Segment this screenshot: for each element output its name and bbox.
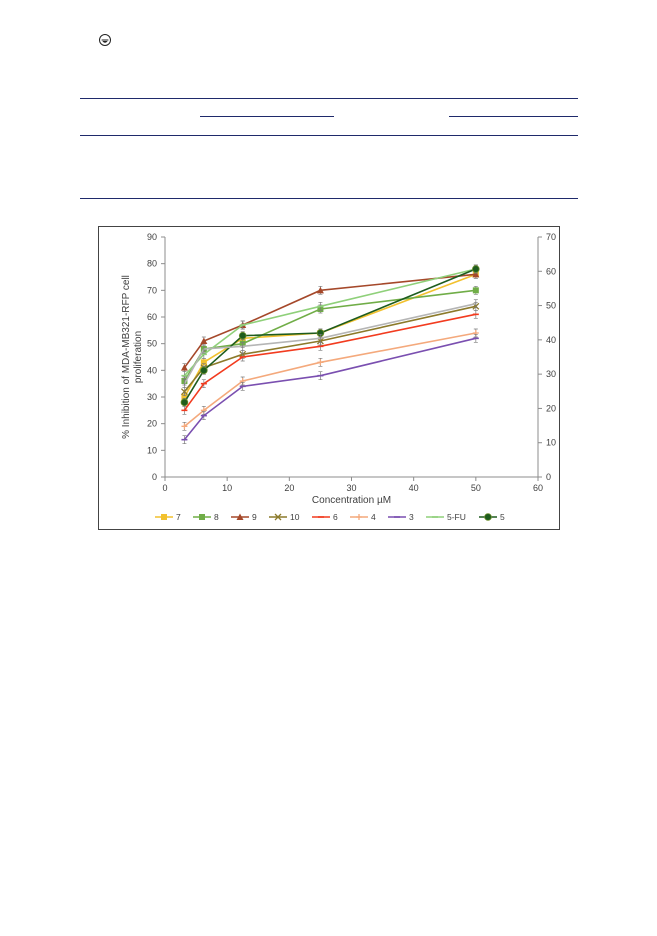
data-point <box>238 331 247 340</box>
y-tick-label: 90 <box>147 232 157 242</box>
x-tick-label: 20 <box>284 483 294 493</box>
y2-tick-label: 0 <box>546 472 551 482</box>
y2-tick-label: 70 <box>546 232 556 242</box>
data-point <box>200 366 208 375</box>
y-tick-label: 40 <box>147 365 157 375</box>
circle-mark-icon <box>99 34 111 46</box>
legend-label: 10 <box>290 512 300 522</box>
y2-tick-label: 20 <box>546 403 556 413</box>
header-rule-top <box>80 98 578 99</box>
legend-marker <box>199 514 205 520</box>
data-point <box>316 286 324 294</box>
error-bar <box>318 333 323 343</box>
data-point <box>472 265 480 273</box>
y-tick-label: 60 <box>147 312 157 322</box>
x-tick-label: 40 <box>409 483 419 493</box>
legend-marker <box>356 514 362 520</box>
data-point <box>472 287 479 294</box>
legend-label: 3 <box>409 512 414 522</box>
y2-tick-label: 40 <box>546 335 556 345</box>
y-tick-label: 0 <box>152 472 157 482</box>
legend-marker <box>484 513 492 521</box>
legend-label: 8 <box>214 512 219 522</box>
y-tick-label: 10 <box>147 445 157 455</box>
legend-label: 5 <box>500 512 505 522</box>
y2-tick-label: 50 <box>546 301 556 311</box>
y2-tick-label: 30 <box>546 369 556 379</box>
data-point <box>317 359 324 366</box>
data-point <box>180 398 189 407</box>
y-tick-label: 20 <box>147 419 157 429</box>
y-tick-label: 70 <box>147 285 157 295</box>
legend-label: 5-FU <box>447 512 466 522</box>
y-tick-label: 30 <box>147 392 157 402</box>
header-rule-short-right <box>449 116 578 117</box>
error-bar <box>240 341 245 351</box>
data-point <box>181 394 188 400</box>
legend: 7 8 9 10 6 4 3 5-FU 5 <box>155 512 505 522</box>
series-line-3 <box>183 337 477 441</box>
data-point <box>181 423 188 430</box>
x-tick-label: 60 <box>533 483 543 493</box>
x-tick-label: 30 <box>346 483 356 493</box>
header-rule-bottom <box>80 198 578 199</box>
x-axis-title: Concentration µM <box>312 495 391 506</box>
y-axis-title: % Inhibition of MDA-MB321-RFP cellprolif… <box>121 275 144 439</box>
header-rule-short-left <box>200 116 334 117</box>
chart-frame: 0 10 20 30 40 50 60 70 80 90 0 10 20 30 40 50 60 70 0 10 20 3… <box>98 226 560 530</box>
legend-label: 4 <box>371 512 376 522</box>
error-bar <box>201 344 206 354</box>
x-tick-label: 50 <box>471 483 481 493</box>
error-bar <box>182 379 187 389</box>
y2-tick-label: 10 <box>546 438 556 448</box>
inhibition-line-chart: 0 10 20 30 40 50 60 70 80 90 0 10 20 30 40 50 60 70 0 10 20 3… <box>121 232 556 522</box>
legend-label: 6 <box>333 512 338 522</box>
data-point <box>180 388 188 396</box>
error-bar <box>473 299 478 309</box>
series-line-9 <box>183 273 476 369</box>
header-rule-middle <box>80 135 578 136</box>
x-tick-label: 0 <box>162 483 167 493</box>
data-point <box>200 337 208 344</box>
data-point <box>200 359 207 366</box>
legend-label: 7 <box>176 512 181 522</box>
legend-marker <box>236 513 244 520</box>
y2-tick-label: 60 <box>546 266 556 276</box>
legend-label: 9 <box>252 512 257 522</box>
y-tick-label: 80 <box>147 259 157 269</box>
data-point <box>472 270 480 278</box>
data-point <box>180 364 188 371</box>
legend-marker <box>274 513 282 521</box>
y-tick-label: 50 <box>147 339 157 349</box>
x-tick-label: 10 <box>222 483 232 493</box>
legend-marker <box>161 514 167 520</box>
